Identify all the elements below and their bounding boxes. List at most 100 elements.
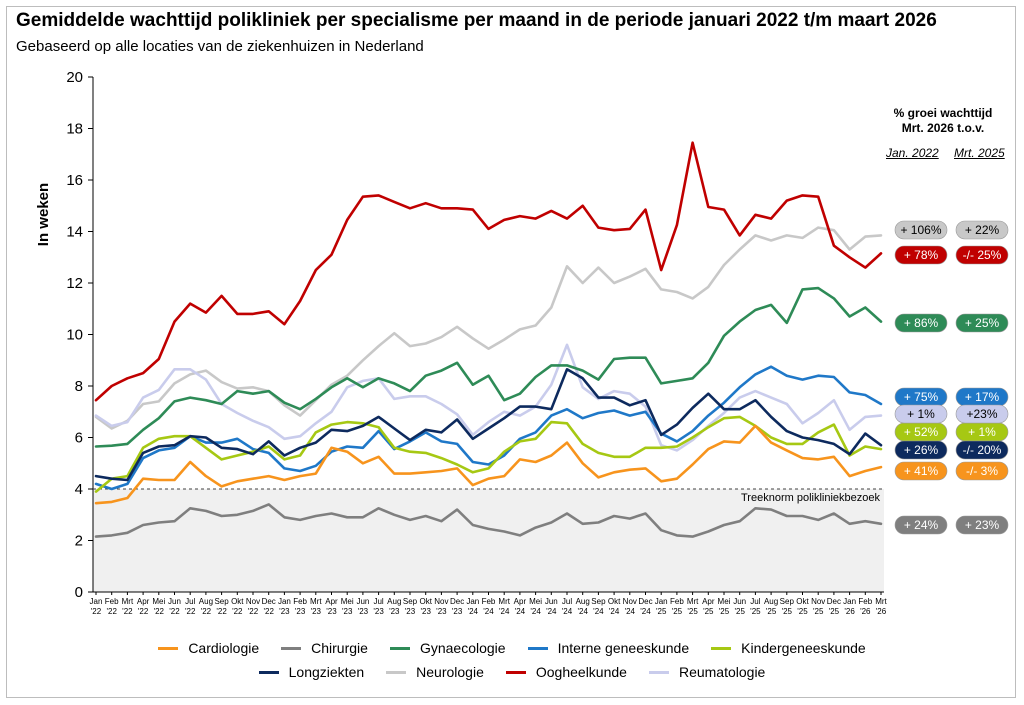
x-tick-label-year: '23 (373, 607, 384, 616)
x-tick-label-year: '22 (106, 607, 117, 616)
legend-item-neurologie: Neurologie (386, 664, 484, 680)
series-line-cardiologie (94, 424, 883, 505)
chart-subtitle: Gebaseerd op alle locaties van de zieken… (16, 38, 424, 55)
x-tick-label-month: Nov (811, 597, 825, 606)
x-tick-label-year: '23 (311, 607, 322, 616)
growth-badge-label: + 1% (907, 407, 935, 421)
x-tick-label-year: '24 (593, 607, 604, 616)
x-tick-label-year: '23 (342, 607, 353, 616)
x-tick-label-year: '22 (169, 607, 180, 616)
x-tick-label-month: Jul (185, 597, 195, 606)
x-tick-label-month: Sep (214, 597, 229, 606)
x-tick-label-year: '25 (766, 607, 777, 616)
x-tick-label-month: Jul (373, 597, 383, 606)
x-tick-label-month: Aug (199, 597, 213, 606)
x-tick-label-month: Dec (450, 597, 464, 606)
x-tick-label-month: Apr (137, 597, 150, 606)
series-line-oogheelkunde (94, 141, 883, 402)
x-tick-label-year: '25 (813, 607, 824, 616)
x-tick-label-year: '22 (232, 607, 243, 616)
x-tick-label-year: '25 (703, 607, 714, 616)
legend-item-cardiologie: Cardiologie (158, 640, 259, 656)
x-tick-label-year: '25 (797, 607, 808, 616)
legend-swatch (158, 646, 179, 650)
x-tick-label-month: Apr (325, 597, 338, 606)
legend-swatch (505, 670, 526, 674)
growth-badge-label: + 23% (965, 518, 1000, 532)
x-tick-label-month: Mei (529, 597, 542, 606)
x-tick-label-year: '23 (389, 607, 400, 616)
legend-item-oogheelkunde: Oogheelkunde (505, 664, 627, 680)
x-tick-label-year: '24 (625, 607, 636, 616)
legend-item-reumatologie: Reumatologie (648, 664, 765, 680)
series-line-chirurgie (94, 503, 883, 538)
x-tick-label-year: '22 (263, 607, 274, 616)
x-tick-label-month: Jan (843, 597, 856, 606)
x-tick-label-year: '24 (546, 607, 557, 616)
x-tick-label-month: Jun (356, 597, 369, 606)
growth-badge-label: + 75% (904, 390, 939, 404)
growth-badge-label: -/- 25% (963, 248, 1002, 262)
x-tick-label-year: '25 (734, 607, 745, 616)
legend-swatch (527, 646, 548, 650)
growth-badge-reumatologie-vs-mrt-2025 (955, 404, 1009, 424)
x-tick-label-month: Apr (514, 597, 527, 606)
legend-row-2: Longziekten Neurologie Oogheelkunde Reum… (0, 660, 1024, 684)
legend-swatch (386, 670, 407, 674)
x-tick-label-year: '24 (530, 607, 541, 616)
legend-label: Oogheelkunde (535, 664, 627, 680)
chart-legend: Cardiologie Chirurgie Gynaecologie Inter… (0, 636, 1024, 684)
legend-swatch (258, 670, 279, 674)
x-tick-label-year: '23 (326, 607, 337, 616)
x-tick-label-year: '24 (499, 607, 510, 616)
x-tick-label-year: '22 (154, 607, 165, 616)
x-tick-label-year: '22 (122, 607, 133, 616)
x-tick-label-year: '26 (876, 607, 887, 616)
chart-title: Gemiddelde wachttijd polikliniek per spe… (16, 10, 937, 31)
y-tick-label: 4 (75, 481, 83, 498)
x-tick-label-month: Apr (702, 597, 715, 606)
x-tick-label-year: '24 (468, 607, 479, 616)
x-tick-label-month: Feb (105, 597, 119, 606)
x-tick-label-year: '24 (640, 607, 651, 616)
legend-item-interne-geneeskunde: Interne geneeskunde (527, 640, 689, 656)
x-tick-label-month: Aug (764, 597, 778, 606)
x-tick-label-year: '22 (138, 607, 149, 616)
legend-label: Neurologie (416, 664, 484, 680)
growth-badge-label: + 22% (965, 223, 1000, 237)
x-tick-label-month: Jan (90, 597, 103, 606)
x-tick-label-year: '24 (562, 607, 573, 616)
legend-label: Longziekten (288, 664, 365, 680)
x-tick-label-month: Feb (858, 597, 872, 606)
x-tick-label-month: Mrt (498, 597, 510, 606)
growth-badge-label: -/- 20% (963, 443, 1002, 457)
legend-row-1: Cardiologie Chirurgie Gynaecologie Inter… (0, 636, 1024, 660)
x-tick-label-month: Dec (262, 597, 276, 606)
x-tick-label-month: Jun (545, 597, 558, 606)
growth-header-line2: Mrt. 2026 t.o.v. (901, 121, 985, 135)
y-tick-label: 16 (66, 172, 83, 189)
legend-swatch (281, 646, 302, 650)
legend-item-chirurgie: Chirurgie (281, 640, 368, 656)
x-tick-label-month: Sep (591, 597, 606, 606)
x-tick-label-month: Aug (576, 597, 590, 606)
x-tick-label-month: Jul (750, 597, 760, 606)
x-tick-label-month: Jan (466, 597, 479, 606)
growth-badge-chirurgie-vs-mrt-2025 (955, 515, 1009, 535)
y-tick-label: 18 (66, 121, 83, 138)
y-tick-label: 6 (75, 430, 83, 447)
growth-badge-chirurgie-vs-jan-2022 (894, 515, 948, 535)
series-line-interne-geneeskunde (94, 365, 883, 491)
y-axis-title: In weken (35, 183, 52, 246)
series-line-neurologie (94, 226, 883, 430)
x-tick-label-year: '25 (829, 607, 840, 616)
x-tick-label-year: '23 (295, 607, 306, 616)
x-tick-label-year: '24 (609, 607, 620, 616)
growth-badge-neurologie-vs-mrt-2025 (955, 220, 1009, 240)
growth-badge-label: + 17% (965, 390, 1000, 404)
x-tick-label-year: '26 (860, 607, 871, 616)
x-tick-label-month: Mrt (310, 597, 322, 606)
x-tick-label-month: Okt (608, 597, 621, 606)
growth-badge-label: + 78% (904, 248, 939, 262)
y-tick-label: 10 (66, 327, 83, 344)
